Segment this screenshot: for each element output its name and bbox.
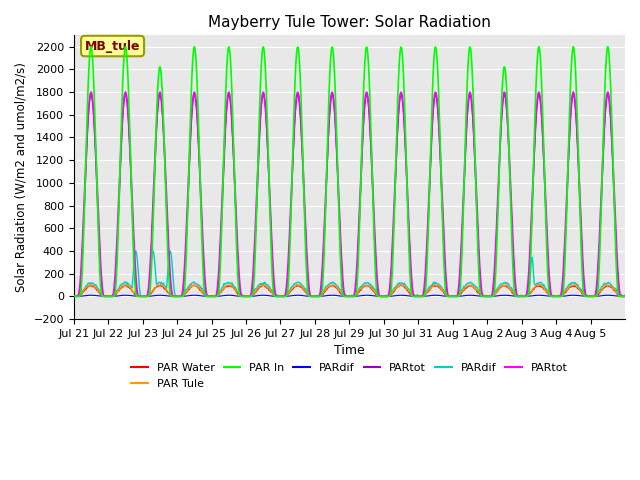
Y-axis label: Solar Radiation (W/m2 and umol/m2/s): Solar Radiation (W/m2 and umol/m2/s) bbox=[15, 62, 28, 292]
Title: Mayberry Tule Tower: Solar Radiation: Mayberry Tule Tower: Solar Radiation bbox=[208, 15, 491, 30]
Text: MB_tule: MB_tule bbox=[85, 39, 140, 52]
Legend: PAR Water, PAR Tule, PAR In, PARdif, PARtot, PARdif, PARtot: PAR Water, PAR Tule, PAR In, PARdif, PAR… bbox=[127, 359, 572, 393]
X-axis label: Time: Time bbox=[334, 344, 365, 357]
